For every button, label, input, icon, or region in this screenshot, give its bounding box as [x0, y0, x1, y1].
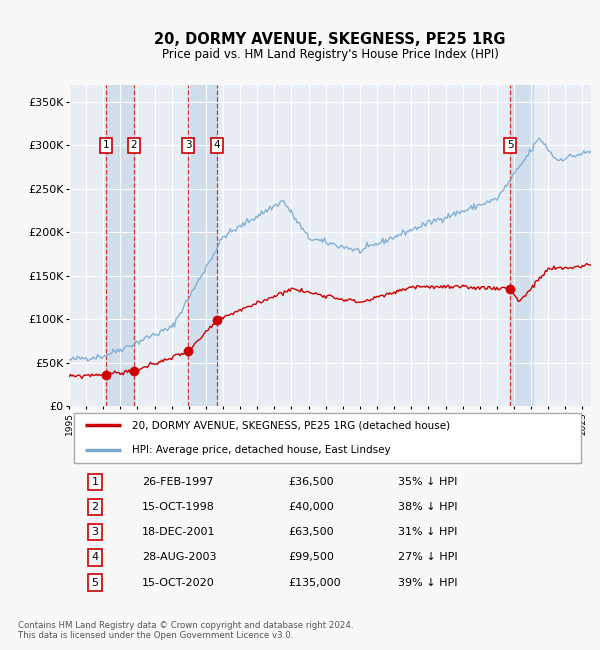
Text: 15-OCT-1998: 15-OCT-1998 [142, 502, 215, 512]
Text: £135,000: £135,000 [288, 578, 341, 588]
Text: 5: 5 [92, 578, 98, 588]
Text: 1: 1 [103, 140, 109, 150]
Text: 2: 2 [92, 502, 98, 512]
Text: 2: 2 [131, 140, 137, 150]
Text: 38% ↓ HPI: 38% ↓ HPI [398, 502, 457, 512]
Text: 18-DEC-2001: 18-DEC-2001 [142, 527, 215, 538]
Bar [188, 84, 217, 406]
Text: £63,500: £63,500 [288, 527, 334, 538]
Text: 3: 3 [92, 527, 98, 538]
Text: 3: 3 [185, 140, 191, 150]
Text: 31% ↓ HPI: 31% ↓ HPI [398, 527, 457, 538]
Text: 1: 1 [92, 477, 98, 487]
Text: £99,500: £99,500 [288, 552, 334, 562]
Text: 28-AUG-2003: 28-AUG-2003 [142, 552, 217, 562]
Bar [511, 84, 533, 406]
Text: HPI: Average price, detached house, East Lindsey: HPI: Average price, detached house, East… [131, 445, 390, 455]
Text: 27% ↓ HPI: 27% ↓ HPI [398, 552, 457, 562]
Text: This data is licensed under the Open Government Licence v3.0.: This data is licensed under the Open Gov… [18, 631, 293, 640]
Text: 4: 4 [214, 140, 221, 150]
FancyBboxPatch shape [74, 413, 581, 463]
Text: 26-FEB-1997: 26-FEB-1997 [142, 477, 214, 487]
Text: Contains HM Land Registry data © Crown copyright and database right 2024.: Contains HM Land Registry data © Crown c… [18, 621, 353, 630]
Text: 39% ↓ HPI: 39% ↓ HPI [398, 578, 457, 588]
Text: 35% ↓ HPI: 35% ↓ HPI [398, 477, 457, 487]
Text: Price paid vs. HM Land Registry's House Price Index (HPI): Price paid vs. HM Land Registry's House … [161, 48, 499, 61]
Text: 4: 4 [92, 552, 98, 562]
Text: £40,000: £40,000 [288, 502, 334, 512]
Text: 20, DORMY AVENUE, SKEGNESS, PE25 1RG (detached house): 20, DORMY AVENUE, SKEGNESS, PE25 1RG (de… [131, 421, 450, 430]
Text: £36,500: £36,500 [288, 477, 334, 487]
Bar [106, 84, 134, 406]
Text: 20, DORMY AVENUE, SKEGNESS, PE25 1RG: 20, DORMY AVENUE, SKEGNESS, PE25 1RG [154, 31, 506, 47]
Text: 5: 5 [507, 140, 514, 150]
Text: 15-OCT-2020: 15-OCT-2020 [142, 578, 215, 588]
